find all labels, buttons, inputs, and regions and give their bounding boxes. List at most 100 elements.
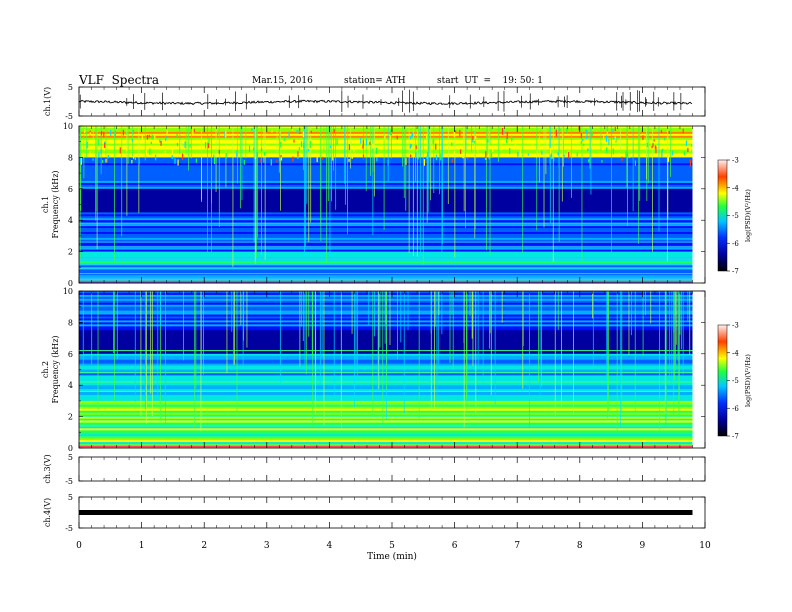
noise-speck [584, 144, 587, 148]
spectrogram-band [79, 422, 693, 425]
noise-speck [653, 139, 655, 142]
noise-speck [216, 131, 219, 136]
spectrogram-band [79, 208, 693, 211]
noise-speck [204, 142, 207, 149]
spectrogram-band [79, 336, 693, 339]
noise-speck [264, 151, 266, 156]
spectrogram-band [79, 243, 693, 247]
spectrogram-band [79, 233, 693, 237]
spectrogram-band [79, 271, 693, 274]
spectrogram-band [79, 173, 693, 176]
y-axis-label: Frequency (kHz) [51, 170, 60, 238]
spectrogram-band [79, 308, 693, 312]
noise-speck [527, 153, 529, 156]
spectrogram-band [79, 391, 693, 394]
noise-speck [89, 132, 91, 136]
y-tick-label: 8 [68, 153, 73, 162]
noise-speck [298, 130, 300, 133]
noise-speck [426, 135, 428, 139]
noise-speck [253, 147, 255, 151]
spectrogram-band [79, 314, 693, 318]
spectrogram-band [79, 389, 693, 392]
noise-speck [661, 150, 663, 157]
spectrogram-band [79, 328, 693, 331]
spectrogram-band [79, 416, 693, 420]
spectrogram-band [79, 131, 693, 135]
noise-speck [389, 135, 391, 140]
noise-speck [138, 159, 140, 165]
colorbar-label: log(PSD)(V²/Hz) [744, 354, 752, 407]
noise-speck [405, 158, 407, 166]
noise-speck [541, 150, 543, 155]
noise-speck [685, 140, 688, 147]
spectrogram-band [79, 251, 693, 255]
noise-speck [288, 131, 290, 139]
noise-speck [566, 128, 568, 134]
spectrogram-band [79, 432, 693, 435]
noise-speck [601, 160, 603, 163]
noise-speck [614, 127, 616, 132]
noise-speck [687, 147, 689, 153]
colorbar-tick-label: -6 [732, 405, 739, 413]
y-tick-label: 2 [68, 248, 73, 257]
panel-frame-ch3: 5 -5 ch.3(V) [43, 453, 706, 486]
noise-speck [585, 136, 588, 139]
noise-speck [384, 134, 386, 140]
noise-speck [302, 131, 305, 137]
noise-speck [336, 138, 338, 146]
noise-speck [682, 128, 684, 134]
noise-speck [303, 142, 305, 149]
noise-speck [362, 140, 364, 147]
spectrogram-band [79, 343, 693, 347]
noise-speck [309, 140, 311, 148]
panel-frame-ch1: 0 2 4 6 8 10 ch.1 Frequency (kHz) [41, 122, 706, 288]
spectrogram-band [79, 400, 693, 404]
noise-speck [382, 139, 384, 144]
noise-speck [627, 152, 629, 159]
noise-speck [104, 141, 106, 145]
noise-speck [293, 139, 295, 143]
spectrogram-band [79, 255, 693, 258]
noise-speck [149, 148, 151, 155]
noise-speck [490, 152, 493, 158]
spectrogram-band [79, 231, 693, 235]
spectrogram-band [79, 247, 693, 251]
noise-speck [580, 141, 582, 144]
noise-speck [195, 158, 198, 163]
noise-speck [580, 133, 582, 139]
spectrogram-band [79, 192, 693, 196]
noise-speck [415, 152, 417, 159]
noise-speck [475, 136, 477, 140]
noise-speck [376, 157, 378, 162]
x-tick-label: 5 [389, 541, 395, 551]
noise-speck [501, 127, 504, 135]
y-tick-label: -5 [65, 524, 73, 533]
noise-speck [506, 131, 508, 139]
spectrogram-band [79, 224, 693, 227]
spectrogram-band [79, 165, 693, 168]
noise-speck [629, 154, 631, 158]
x-tick-label: 1 [139, 541, 145, 551]
noise-speck [362, 154, 365, 160]
spectrogram-band [79, 412, 693, 416]
panel-frame-ch2: 0 2 4 6 8 10 ch.2 Frequency (kHz) [41, 287, 706, 453]
noise-speck [473, 130, 475, 135]
noise-speck [251, 128, 253, 132]
spectrogram-band [79, 126, 693, 129]
trace-ch0 [78, 89, 693, 113]
spectrogram-band [79, 145, 693, 149]
spectrogram-band [79, 147, 693, 151]
noise-speck [166, 129, 168, 136]
spectrogram-band [79, 171, 693, 174]
y-tick-label: 0 [68, 279, 73, 288]
noise-speck [291, 128, 294, 131]
noise-speck [310, 130, 312, 134]
y-axis-label: ch.2 [41, 361, 50, 378]
noise-speck [489, 145, 491, 150]
noise-speck [207, 142, 210, 149]
noise-speck [97, 139, 99, 146]
spectrogram-band [79, 398, 693, 402]
spectrogram-band [79, 393, 693, 396]
noise-speck [549, 147, 552, 155]
noise-speck [132, 152, 135, 159]
